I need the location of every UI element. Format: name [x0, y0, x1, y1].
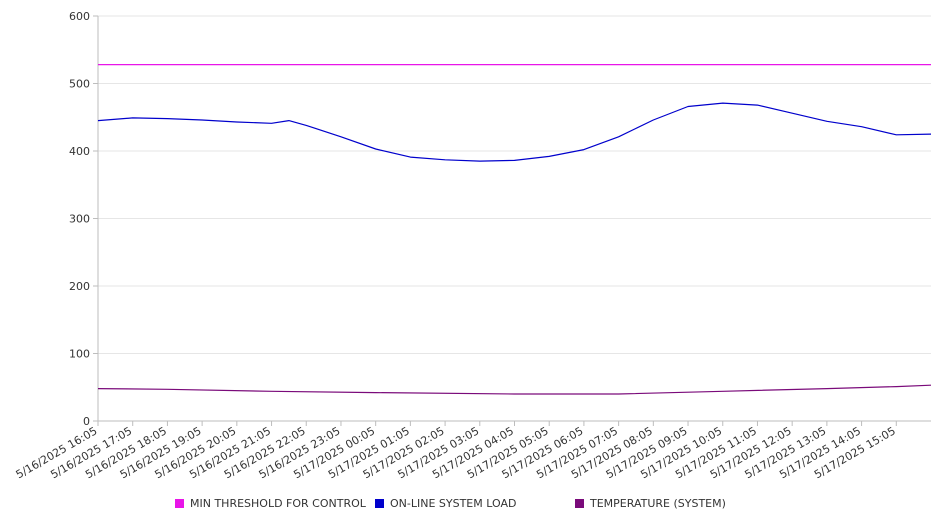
- y-axis-ticks: 0 100 200 300 400 500 600: [69, 10, 98, 428]
- y-tick-label: 200: [69, 280, 90, 293]
- grid: [98, 15, 931, 354]
- legend-item-min-threshold[interactable]: MIN THRESHOLD FOR CONTROL: [175, 497, 366, 510]
- series-line-system-load: [97, 102, 932, 162]
- y-tick-label: 500: [69, 78, 90, 91]
- series-lines: [97, 63, 932, 395]
- y-tick-label: 100: [69, 348, 90, 361]
- y-tick-label: 400: [69, 145, 90, 158]
- y-tick-label: 0: [83, 415, 90, 428]
- legend-item-temperature[interactable]: TEMPERATURE (SYSTEM): [575, 497, 726, 510]
- y-tick-label: 300: [69, 213, 90, 226]
- series-line-temperature: [97, 384, 932, 395]
- legend-swatch: [575, 499, 584, 508]
- legend-swatch: [175, 499, 184, 508]
- legend-label: TEMPERATURE (SYSTEM): [590, 497, 726, 510]
- x-axis-ticks: 5/16/2025 16:055/16/2025 17:055/16/2025 …: [14, 421, 898, 481]
- legend-label: ON-LINE SYSTEM LOAD: [390, 497, 517, 510]
- legend-label: MIN THRESHOLD FOR CONTROL: [190, 497, 366, 510]
- legend-item-system-load[interactable]: ON-LINE SYSTEM LOAD: [375, 497, 516, 510]
- legend-swatch: [375, 499, 384, 508]
- legend: MIN THRESHOLD FOR CONTROL ON-LINE SYSTEM…: [0, 497, 946, 513]
- line-chart: 0 100 200 300 400 500 600 5/16/2025 16:055/16/…: [14, 10, 932, 481]
- y-tick-label: 600: [69, 10, 90, 23]
